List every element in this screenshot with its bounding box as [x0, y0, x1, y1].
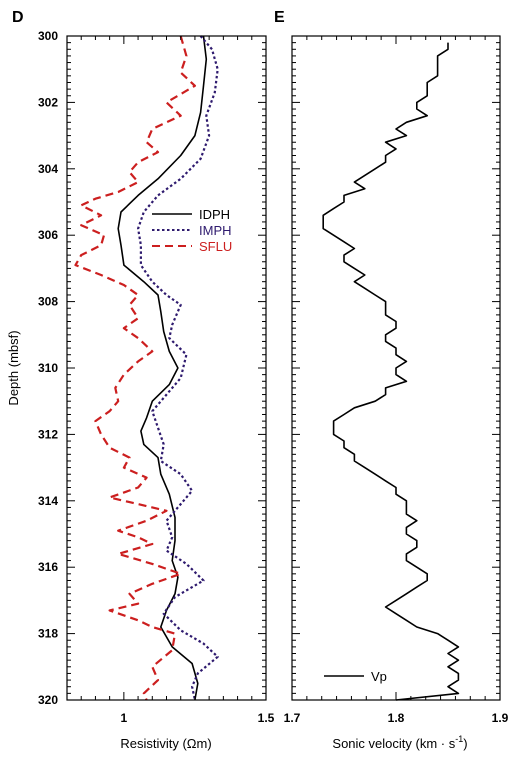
- panel-e-xlabel-close: ): [463, 736, 467, 751]
- y-tick-label: 304: [38, 162, 58, 176]
- y-tick-label: 312: [38, 427, 58, 441]
- y-tick-label: 308: [38, 295, 58, 309]
- panel-e-letter: E: [274, 9, 285, 26]
- series-vp-line: [322, 42, 460, 701]
- panel-e-legend: Vp: [324, 669, 387, 684]
- panel-d-series-group: [74, 35, 219, 701]
- series-imph-line: [137, 35, 219, 701]
- series-idph-line: [117, 35, 208, 701]
- panel-e-xlabel-sup: -1: [455, 734, 463, 744]
- y-tick-label: 318: [38, 627, 58, 641]
- series-sflu-line: [74, 35, 196, 701]
- legend-label-vp: Vp: [371, 669, 387, 684]
- legend-label-sflu: SFLU: [199, 239, 232, 254]
- y-tick-label: 302: [38, 95, 58, 109]
- panel-e-series-group: [322, 42, 460, 701]
- y-tick-label: 310: [38, 361, 58, 375]
- panel-d-ylabel: Depth (mbsf): [6, 330, 21, 405]
- y-tick-label: 314: [38, 494, 58, 508]
- y-tick-label: 306: [38, 228, 58, 242]
- legend-label-idph: IDPH: [199, 207, 230, 222]
- x-tick-label: 1.7: [284, 711, 301, 725]
- x-tick-label: 1.9: [492, 711, 509, 725]
- panel-e-sonic: E 1.7 1.8 1.9 Sonic velocity (km · s-1) Vp: [274, 9, 509, 751]
- panel-d-xlabel: Resistivity (Ωm): [120, 736, 211, 751]
- x-tick-label: 1.5: [258, 711, 275, 725]
- y-tick-label: 316: [38, 560, 58, 574]
- panel-d-frame: [66, 35, 267, 701]
- panel-e-ticks: 1.7 1.8 1.9: [284, 35, 509, 725]
- panel-d-letter: D: [12, 9, 24, 26]
- x-tick-label: 1: [121, 711, 128, 725]
- y-tick-label: 320: [38, 693, 58, 707]
- panel-e-xlabel: Sonic velocity (km · s-1): [332, 734, 467, 751]
- x-tick-label: 1.8: [388, 711, 405, 725]
- legend-label-imph: IMPH: [199, 223, 232, 238]
- panel-d-ticks: 300 302 304 306 308 310 312 314 316 318 320 1 1.5: [38, 29, 275, 725]
- panel-e-xlabel-main: Sonic velocity (km · s: [332, 736, 455, 751]
- y-tick-label: 300: [38, 29, 58, 43]
